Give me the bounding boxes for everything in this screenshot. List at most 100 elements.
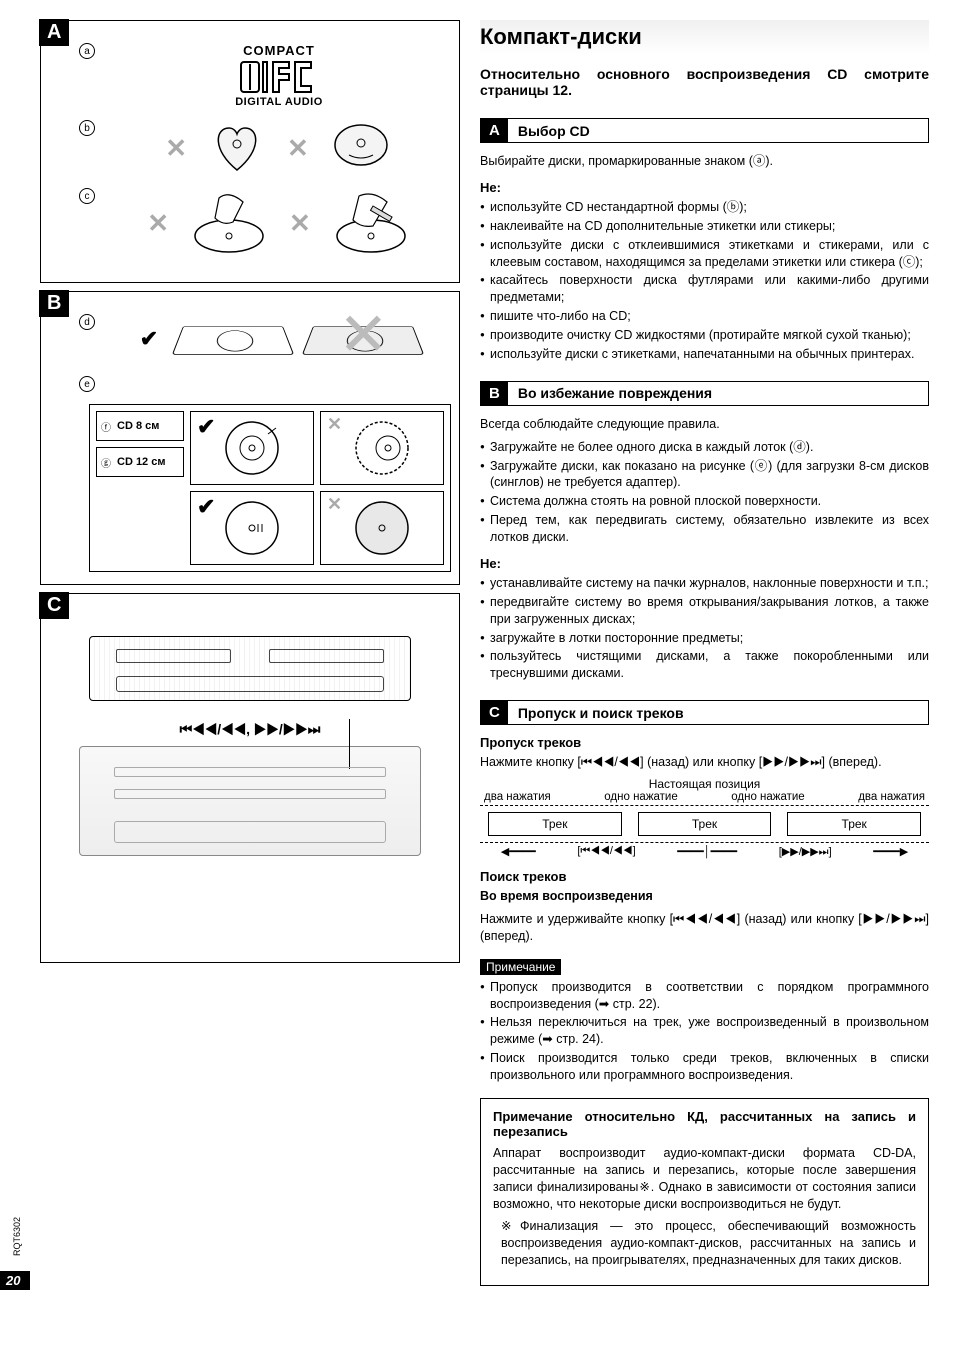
logo-digital-audio: DIGITAL AUDIO xyxy=(235,96,323,108)
track-diagram: Настоящая позиция два нажатия одно нажат… xyxy=(480,777,929,859)
check-icon: ✔ xyxy=(197,414,215,440)
heading-b: B Во избежание повреждения xyxy=(480,381,929,406)
track-cell: Трек xyxy=(638,812,772,836)
list-item: производите очистку CD жидкостями (проти… xyxy=(480,327,929,344)
b-not: Не: xyxy=(480,556,929,571)
logo-compact: COMPACT xyxy=(243,43,315,58)
page-title: Компакт-диски xyxy=(480,20,929,54)
x-icon: ✕ xyxy=(287,133,309,164)
press-two: два нажатия xyxy=(858,791,925,803)
list-item: Загружайте диски, как показано на рисунк… xyxy=(480,458,929,492)
right-text-column: Компакт-диски Относительно основного вос… xyxy=(480,20,939,1286)
list-item: Пропуск производится в соответствии с по… xyxy=(480,979,929,1013)
label-a: a xyxy=(79,43,95,59)
large-cd-right-icon xyxy=(224,500,280,556)
heading-c: C Пропуск и поиск треков xyxy=(480,700,929,725)
list-item: наклеивайте на CD дополнительные этикетк… xyxy=(480,218,929,235)
illus-section-c: C ⏮◀◀/◀◀, ▶▶/▶▶⏭ xyxy=(40,593,460,963)
list-item: Загружайте не более одного диска в кажды… xyxy=(480,439,929,456)
stereo-unit-icon xyxy=(89,636,411,701)
list-item: используйте диски с этикетками, напечата… xyxy=(480,346,929,363)
x-icon: ✕ xyxy=(147,208,169,239)
left-illustration-column: A a COMPACT DIGITAL AUDIO b xyxy=(40,20,460,1286)
badge-a: A xyxy=(39,19,69,46)
tray-correct-icon xyxy=(172,326,295,355)
press-two: два нажатия xyxy=(484,791,551,803)
list-item: Перед тем, как передвигать систему, обяз… xyxy=(480,512,929,546)
list-item: устанавливайте систему на пачки журналов… xyxy=(480,575,929,592)
list-item: передвигайте систему во время открывания… xyxy=(480,594,929,628)
oval-cd-icon xyxy=(329,121,393,175)
heart-cd-icon xyxy=(207,120,267,176)
skip-buttons-label: ⏮◀◀/◀◀, ▶▶/▶▶⏭ xyxy=(49,721,451,738)
x-icon: ✕ xyxy=(289,208,311,239)
list-item: Система должна стоять на ровной плоской … xyxy=(480,493,929,510)
cd-size-table: ⓕ CD 8 см ⓖ CD 12 см ✔ ✔ xyxy=(89,404,451,572)
heading-b-badge: B xyxy=(481,382,508,405)
current-pos-label: Настоящая позиция xyxy=(480,777,929,791)
label-c: c xyxy=(79,188,95,204)
list-item: пользуйтесь чистящими дисками, а также п… xyxy=(480,648,929,682)
small-cd-wrong-icon xyxy=(354,420,410,476)
a-lead: Выбирайте диски, промаркированные знаком… xyxy=(480,153,929,170)
heading-c-text: Пропуск и поиск треков xyxy=(508,702,694,724)
x-icon: ✕ xyxy=(327,494,342,515)
check-icon: ✔ xyxy=(140,326,158,352)
label-d: d xyxy=(79,314,95,330)
cdr-note-box: Примечание относительно КД, рассчитанных… xyxy=(480,1098,929,1286)
search-heading: Поиск треков xyxy=(480,869,929,884)
list-item: пишите что-либо на CD; xyxy=(480,308,929,325)
search-para: Нажмите и удерживайте кнопку [⏮◀◀/◀◀] (н… xyxy=(480,911,929,945)
press-one: одно нажатие xyxy=(604,791,677,803)
list-item: Поиск производится только среди треков, … xyxy=(480,1050,929,1084)
check-icon: ✔ xyxy=(197,494,215,520)
intro-text: Относительно основного воспроизведения C… xyxy=(480,66,929,98)
list-item: Нельзя переключиться на трек, уже воспро… xyxy=(480,1014,929,1048)
cd12-lead: ⓖ xyxy=(101,455,111,470)
track-cell: Трек xyxy=(787,812,921,836)
write-cd-icon xyxy=(331,188,411,258)
cdr-note-heading: Примечание относительно КД, рассчитанных… xyxy=(493,1109,916,1139)
small-cd-right-icon xyxy=(224,420,280,476)
skip-para: Нажмите кнопку [⏮◀◀/◀◀] (назад) или кноп… xyxy=(480,754,929,771)
page-number: 20 xyxy=(0,1271,30,1290)
cd8-lead: ⓕ xyxy=(101,419,111,434)
badge-c: C xyxy=(39,592,69,619)
tray-wrong-icon xyxy=(308,314,418,364)
cdr-note-p1: Аппарат воспроизводит аудио-компакт-диск… xyxy=(493,1145,916,1213)
search-sub: Во время воспроизведения xyxy=(480,888,929,905)
heading-a-badge: A xyxy=(481,119,508,142)
track-cell: Трек xyxy=(488,812,622,836)
touch-cd-icon xyxy=(189,188,269,258)
x-icon: ✕ xyxy=(327,414,342,435)
c-note-list: Пропуск производится в соответствии с по… xyxy=(480,979,929,1084)
cd-logo-icon xyxy=(239,60,319,94)
badge-b: B xyxy=(39,290,69,317)
heading-a: A Выбор CD xyxy=(480,118,929,143)
x-icon: ✕ xyxy=(165,133,187,164)
b-list-1: Загружайте не более одного диска в кажды… xyxy=(480,439,929,546)
stereo-face-icon xyxy=(79,746,421,856)
heading-a-text: Выбор CD xyxy=(508,120,600,142)
fwd-control: [▶▶/▶▶⏭] xyxy=(779,845,832,859)
illus-section-a: A a COMPACT DIGITAL AUDIO b xyxy=(40,20,460,283)
back-control: [⏮◀◀/◀◀] xyxy=(577,845,635,859)
cd-8cm-label: CD 8 см xyxy=(117,420,159,432)
a-not: Не: xyxy=(480,180,929,195)
doc-code: RQT6302 xyxy=(12,1217,22,1256)
cdr-note-p2: ※Финализация — это процесс, обеспечивающ… xyxy=(493,1218,916,1269)
illus-section-b: B d ✔ e ⓕ CD 8 см xyxy=(40,291,460,585)
skip-heading: Пропуск треков xyxy=(480,735,929,750)
b-lead: Всегда соблюдайте следующие правила. xyxy=(480,416,929,433)
heading-b-text: Во избежание повреждения xyxy=(508,382,722,404)
press-one: одно нажатие xyxy=(731,791,804,803)
note-badge: Примечание xyxy=(480,959,561,975)
b-list-2: устанавливайте систему на пачки журналов… xyxy=(480,575,929,682)
cd-12cm-label: CD 12 см xyxy=(117,456,166,468)
list-item: используйте диски с отклеившимися этикет… xyxy=(480,237,929,271)
label-b: b xyxy=(79,120,95,136)
list-item: касайтесь поверхности диска футлярами ил… xyxy=(480,272,929,306)
a-list: используйте CD нестандартной формы (ⓑ); … xyxy=(480,199,929,363)
heading-c-badge: C xyxy=(481,701,508,724)
large-cd-wrong-icon xyxy=(354,500,410,556)
